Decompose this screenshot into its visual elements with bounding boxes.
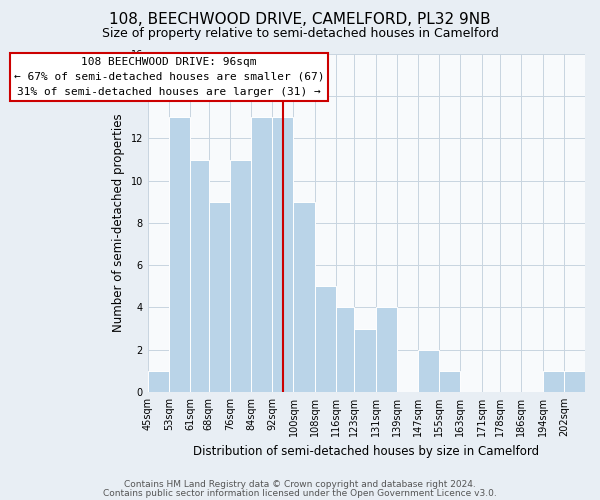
Bar <box>230 160 251 392</box>
Text: Contains HM Land Registry data © Crown copyright and database right 2024.: Contains HM Land Registry data © Crown c… <box>124 480 476 489</box>
Bar <box>439 371 460 392</box>
Y-axis label: Number of semi-detached properties: Number of semi-detached properties <box>112 114 125 332</box>
Bar <box>251 118 272 392</box>
Bar <box>190 160 209 392</box>
Bar <box>293 202 314 392</box>
Text: Size of property relative to semi-detached houses in Camelford: Size of property relative to semi-detach… <box>101 28 499 40</box>
Bar <box>376 308 397 392</box>
Bar <box>209 202 230 392</box>
Text: Contains public sector information licensed under the Open Government Licence v3: Contains public sector information licen… <box>103 488 497 498</box>
Bar <box>418 350 439 392</box>
Bar <box>336 308 355 392</box>
Bar <box>355 328 376 392</box>
Bar <box>564 371 585 392</box>
Text: 108 BEECHWOOD DRIVE: 96sqm
← 67% of semi-detached houses are smaller (67)
31% of: 108 BEECHWOOD DRIVE: 96sqm ← 67% of semi… <box>14 57 324 97</box>
Text: 108, BEECHWOOD DRIVE, CAMELFORD, PL32 9NB: 108, BEECHWOOD DRIVE, CAMELFORD, PL32 9N… <box>109 12 491 28</box>
X-axis label: Distribution of semi-detached houses by size in Camelford: Distribution of semi-detached houses by … <box>193 444 539 458</box>
Bar <box>314 286 336 392</box>
Bar <box>169 118 190 392</box>
Bar <box>272 118 293 392</box>
Bar <box>542 371 564 392</box>
Bar <box>148 371 169 392</box>
